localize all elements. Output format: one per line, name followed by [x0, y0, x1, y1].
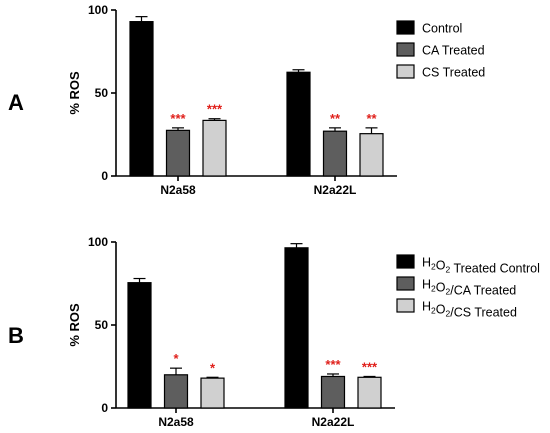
- bar: [165, 129, 191, 177]
- bar: [284, 247, 309, 409]
- category-label: N2a22L: [314, 183, 357, 197]
- legend-swatch: [396, 42, 415, 57]
- legend-swatch: [396, 276, 415, 291]
- bar: [127, 282, 152, 409]
- bar: [200, 377, 225, 409]
- legend-label: H2O2/CA Treated: [422, 278, 516, 298]
- panel-a: A % ROS 0 50 100 *** *** N2a58 ** ** N2a22L Cont…: [8, 3, 485, 197]
- significance-label: **: [366, 111, 377, 126]
- significance-label: ***: [362, 359, 378, 374]
- legend: Control CA Treated CS Treated: [396, 20, 485, 80]
- significance-label: *: [173, 351, 179, 366]
- legend-label: Control: [422, 22, 462, 36]
- y-tick-label: 50: [95, 318, 109, 332]
- legend-label: CA Treated: [422, 44, 485, 58]
- significance-label: **: [330, 111, 341, 126]
- plot-area: 0 50 100 *** *** N2a58 ** ** N2a22L: [88, 3, 397, 197]
- y-axis-label: % ROS: [67, 303, 82, 347]
- bar: [322, 130, 348, 177]
- category-label: N2a58: [158, 415, 194, 429]
- panel-letter: B: [8, 323, 24, 348]
- legend-swatch: [396, 64, 415, 79]
- legend-label: H2O2/CS Treated: [422, 300, 517, 320]
- significance-label: ***: [170, 111, 186, 126]
- significance-label: ***: [207, 102, 223, 117]
- bar: [359, 133, 384, 177]
- legend-swatch: [396, 20, 415, 35]
- legend-label: H2O2 Treated Control: [422, 256, 540, 276]
- y-tick-label: 100: [88, 3, 108, 17]
- category-label: N2a58: [160, 183, 196, 197]
- legend-swatch: [396, 254, 415, 269]
- significance-label: *: [210, 360, 216, 375]
- bar: [357, 376, 382, 409]
- legend-swatch: [396, 298, 415, 313]
- y-tick-label: 0: [101, 401, 108, 415]
- significance-label: ***: [325, 357, 341, 372]
- y-tick-label: 100: [88, 235, 108, 249]
- plot-area: 0 50 100 * * N2a58 *** *** N2a22L: [88, 235, 395, 429]
- bar: [286, 71, 311, 177]
- legend-label: CS Treated: [422, 66, 485, 80]
- bar: [129, 21, 154, 177]
- bar: [202, 119, 227, 177]
- y-axis-label: % ROS: [67, 71, 82, 115]
- bar: [163, 374, 189, 409]
- y-tick-label: 50: [95, 86, 109, 100]
- bar: [320, 375, 346, 409]
- category-label: N2a22L: [312, 415, 355, 429]
- panel-b: B % ROS 0 50 100 * * N2a58 *** *** N2a22L H2O2 T…: [8, 235, 540, 429]
- y-tick-label: 0: [101, 169, 108, 183]
- panel-letter: A: [8, 90, 24, 115]
